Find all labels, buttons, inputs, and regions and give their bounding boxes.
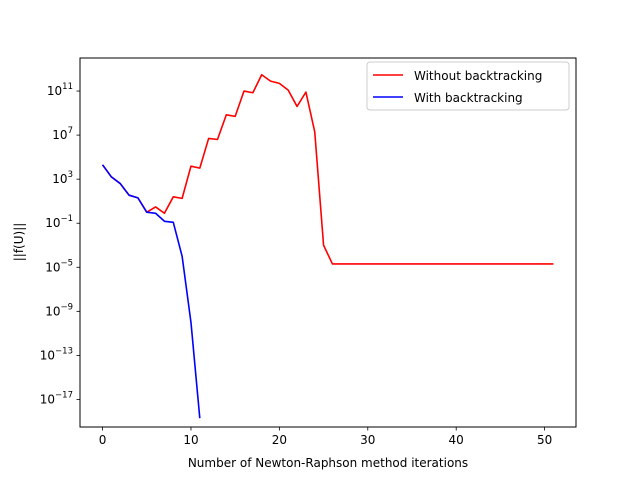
x-tick-label: 40 bbox=[449, 433, 464, 447]
series-line-with-backtracking bbox=[101, 164, 201, 419]
y-tick-label: 10−5 bbox=[45, 258, 73, 274]
x-tick-label: 30 bbox=[360, 433, 375, 447]
legend-label-with-backtracking: With backtracking bbox=[414, 91, 523, 105]
x-axis-label: Number of Newton-Raphson method iteratio… bbox=[188, 456, 468, 470]
x-tick-label: 0 bbox=[99, 433, 107, 447]
legend-box bbox=[366, 61, 570, 111]
y-tick-label: 10−9 bbox=[45, 302, 73, 318]
x-tick-label: 20 bbox=[272, 433, 287, 447]
y-tick-label: 1011 bbox=[47, 82, 73, 98]
x-tick-label: 50 bbox=[537, 433, 552, 447]
legend-label-without-backtracking: Without backtracking bbox=[414, 69, 542, 83]
y-tick-label: 107 bbox=[52, 126, 73, 142]
x-axis-ticks: 0 10 20 30 40 50 bbox=[99, 427, 552, 447]
x-tick-label: 10 bbox=[183, 433, 198, 447]
axes-frame bbox=[79, 57, 577, 428]
y-axis-ticks: 10−17 10−13 10−9 10−5 10−1 103 107 1011 bbox=[40, 82, 80, 406]
y-tick-label: 10−1 bbox=[45, 214, 73, 230]
legend: Without backtracking With backtracking bbox=[366, 61, 570, 111]
y-tick-label: 103 bbox=[52, 170, 73, 186]
y-tick-label: 10−13 bbox=[40, 346, 73, 362]
plot-lines bbox=[101, 73, 554, 419]
series-line-without-backtracking bbox=[101, 73, 554, 265]
y-axis-label: ||f(U)|| bbox=[12, 223, 26, 262]
y-tick-label: 10−17 bbox=[40, 390, 73, 406]
